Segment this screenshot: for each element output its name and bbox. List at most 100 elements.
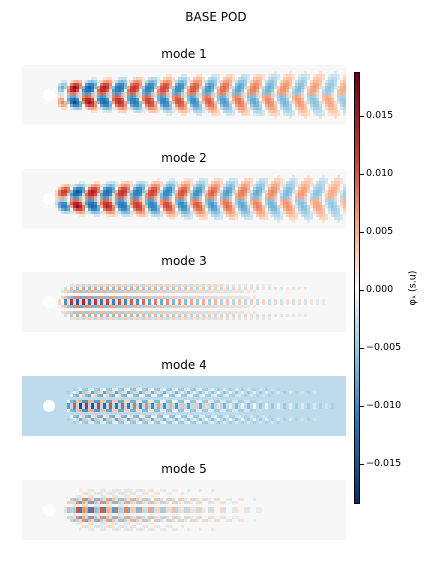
heatmap-cell [70, 83, 73, 86]
heatmap-cell [91, 302, 94, 305]
heatmap-cell [109, 504, 112, 507]
heatmap-cell [265, 184, 268, 187]
heatmap-cell [244, 187, 247, 190]
heatmap-cell [280, 92, 283, 95]
heatmap-cell [163, 101, 166, 104]
heatmap-cell [58, 104, 61, 107]
heatmap-cell [229, 80, 232, 83]
heatmap-cell [61, 190, 64, 193]
heatmap-cell [238, 110, 241, 113]
heatmap-cell [103, 400, 106, 403]
heatmap-cell [169, 178, 172, 181]
heatmap-cell [208, 208, 211, 211]
heatmap-cell [217, 498, 220, 501]
heatmap-cell [130, 80, 133, 83]
heatmap-cell [85, 305, 88, 308]
heatmap-cell [208, 305, 211, 308]
heatmap-cell [208, 104, 211, 107]
heatmap-cell [127, 519, 130, 522]
heatmap-cell [328, 92, 331, 95]
heatmap-cell [79, 89, 82, 92]
heatmap-cell [331, 92, 334, 95]
heatmap-cell [82, 421, 85, 424]
heatmap-cell [109, 302, 112, 305]
heatmap-cell [214, 196, 217, 199]
heatmap-cell [139, 421, 142, 424]
heatmap-cell [154, 501, 157, 504]
heatmap-cell [298, 104, 301, 107]
heatmap-cell [142, 107, 145, 110]
heatmap-cell [172, 394, 175, 397]
heatmap-cell [148, 498, 151, 501]
heatmap-cell [127, 400, 130, 403]
heatmap-cell [166, 415, 169, 418]
heatmap-cell [106, 89, 109, 92]
heatmap-cell [232, 510, 235, 513]
heatmap-cell [133, 110, 136, 113]
heatmap-cell [82, 196, 85, 199]
heatmap-cell [196, 299, 199, 302]
heatmap-cell [109, 199, 112, 202]
heatmap-cell [172, 205, 175, 208]
heatmap-cell [97, 196, 100, 199]
heatmap-cell [67, 296, 70, 299]
heatmap-cell [142, 510, 145, 513]
heatmap-cell [127, 299, 130, 302]
heatmap-cell [121, 400, 124, 403]
heatmap-cell [178, 98, 181, 101]
heatmap-cell [295, 196, 298, 199]
heatmap-cell [274, 184, 277, 187]
heatmap-cell [142, 290, 145, 293]
heatmap-cell [202, 89, 205, 92]
heatmap-cell [73, 501, 76, 504]
colorbar-tick [360, 116, 364, 117]
heatmap-cell [82, 314, 85, 317]
heatmap-cell [310, 199, 313, 202]
heatmap-cell [199, 290, 202, 293]
heatmap-cell [103, 187, 106, 190]
heatmap-cell [316, 89, 319, 92]
heatmap-cell [280, 211, 283, 214]
heatmap-cell [184, 287, 187, 290]
heatmap-cell [133, 83, 136, 86]
heatmap-cell [160, 193, 163, 196]
heatmap-cell [184, 317, 187, 320]
heatmap-cell [109, 101, 112, 104]
heatmap-cell [259, 184, 262, 187]
heatmap-cell [94, 305, 97, 308]
heatmap-cell [163, 415, 166, 418]
heatmap-cell [259, 199, 262, 202]
heatmap-cell [226, 519, 229, 522]
heatmap-cell [205, 519, 208, 522]
heatmap-cell [307, 418, 310, 421]
heatmap-cell [184, 421, 187, 424]
heatmap-cell [184, 498, 187, 501]
heatmap-cell [307, 184, 310, 187]
heatmap-cell [322, 89, 325, 92]
heatmap-cell [241, 296, 244, 299]
heatmap-cell [112, 391, 115, 394]
heatmap-cell [190, 83, 193, 86]
heatmap-cell [151, 296, 154, 299]
heatmap-cell [115, 190, 118, 193]
heatmap-cell [217, 98, 220, 101]
heatmap-cell [199, 104, 202, 107]
heatmap-cell [247, 178, 250, 181]
heatmap-cell [214, 202, 217, 205]
heatmap-cell [175, 202, 178, 205]
heatmap-cell [223, 107, 226, 110]
heatmap-cell [325, 199, 328, 202]
heatmap-cell [136, 391, 139, 394]
heatmap-cell [262, 77, 265, 80]
heatmap-cell [292, 74, 295, 77]
heatmap-cell [85, 184, 88, 187]
heatmap-cell [193, 211, 196, 214]
heatmap-cell [133, 98, 136, 101]
heatmap-cell [292, 77, 295, 80]
heatmap-cell [79, 193, 82, 196]
heatmap-cell [331, 211, 334, 214]
heatmap-cell [304, 199, 307, 202]
heatmap-cell [211, 110, 214, 113]
heatmap-cell [214, 296, 217, 299]
heatmap-cell [310, 205, 313, 208]
